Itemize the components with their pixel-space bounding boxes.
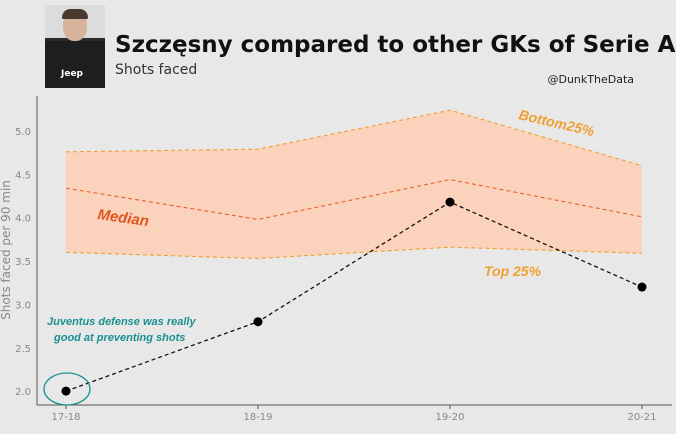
y-tick-label: 4.0 — [15, 214, 31, 225]
series-line-bottom25- — [65, 109, 643, 167]
note-line-1: Juventus defense was really — [47, 316, 196, 328]
series-line-top-25- — [65, 246, 643, 259]
x-tick-label: 19-20 — [435, 412, 464, 423]
y-tick-label: 2.5 — [15, 344, 31, 355]
photo-sponsor-logo: Jeep — [61, 69, 83, 79]
note-line-2: good at preventing shots — [53, 332, 185, 344]
chart-subtitle: Shots faced — [115, 62, 198, 78]
band-layer — [66, 110, 642, 259]
player-photo: Jeep — [45, 5, 105, 88]
interquartile-band — [66, 110, 642, 259]
y-tick-label: 3.5 — [15, 257, 31, 268]
y-tick-label: 4.5 — [15, 170, 31, 181]
point-18-19 — [253, 317, 263, 327]
y-tick-label: 5.0 — [15, 127, 31, 138]
x-tick-label: 18-19 — [243, 412, 272, 423]
y-tick-label: 3.0 — [15, 300, 31, 311]
point-20-21 — [637, 282, 647, 292]
chart-title: Szczęsny compared to other GKs of Serie … — [115, 32, 676, 58]
top25-annotation: Top 25% — [484, 263, 542, 279]
y-axis-label: Shots faced per 90 min — [0, 180, 13, 320]
credit: @DunkTheData — [547, 73, 634, 86]
y-tick-label: 2.0 — [15, 387, 31, 398]
point-19-20 — [445, 197, 455, 207]
lines-layer — [61, 109, 647, 396]
highlight-circle — [43, 372, 91, 406]
point-17-18 — [61, 386, 71, 396]
x-tick-label: 20-21 — [627, 412, 656, 423]
x-tick-label: 17-18 — [51, 412, 80, 423]
series-line-szcz-sny — [65, 201, 643, 392]
